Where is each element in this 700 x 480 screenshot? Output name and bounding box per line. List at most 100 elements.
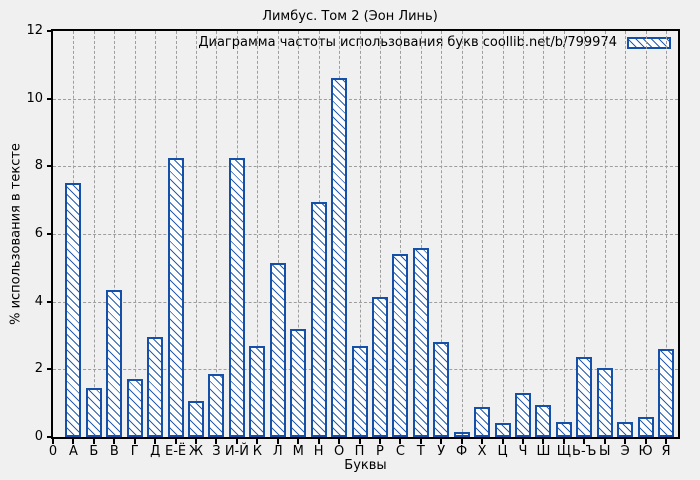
bar-Ч [515,393,531,437]
x-gridline [114,31,116,437]
x-tick-mark [215,439,218,444]
y-tick-label: 12 [26,23,43,38]
x-tick-mark [542,439,545,444]
x-tick-mark [440,439,443,444]
bar-Г [127,379,143,437]
x-gridline [625,31,627,437]
y-tick-label: 0 [34,429,43,444]
y-tick-mark [47,165,52,168]
plot-area: Диаграмма частоты использования букв coo… [26,23,680,459]
x-gridline [93,31,95,437]
x-gridline [584,31,586,437]
x-tick-label: О [333,444,345,459]
x-tick-mark [92,439,95,444]
y-gridline [53,98,678,100]
x-tick-label: Е-Ё [165,444,187,459]
x-tick-label: Г [130,444,139,459]
x-gridline [359,31,361,437]
x-tick-mark [338,439,341,444]
x-gridline [543,31,545,437]
legend: Диаграмма частоты использования букв coo… [198,35,671,50]
x-tick-label: Э [620,444,630,459]
x-tick-mark [665,439,667,444]
y-tick-mark [47,97,52,100]
bar-Н [311,202,327,437]
y-gridline [53,166,678,168]
y-tick-label: 6 [34,226,43,241]
x-tick-mark [583,439,586,444]
x-tick-label: Ы [598,444,611,459]
x-tick-label: Х [477,444,487,459]
bar-У [433,342,449,437]
x-tick-label: Ч [518,444,528,459]
x-tick-mark [195,439,198,444]
x-tick-label: В [109,444,119,459]
x-tick-mark [72,439,75,444]
bar-Т [413,248,429,437]
x-gridline [155,31,157,437]
x-tick-mark [256,439,259,444]
y-tick-mark [47,300,52,303]
x-gridline [441,31,443,437]
x-gridline [482,31,484,437]
x-gridline [298,31,300,437]
bar-З [208,374,224,437]
x-gridline [645,31,647,437]
x-tick-mark [52,439,54,444]
x-tick-mark [481,439,484,444]
x-tick-label: З [212,444,221,459]
y-gridline [53,301,678,303]
x-gridline [522,31,524,437]
x-tick-label: Ф [456,444,468,459]
x-gridline [134,31,136,437]
x-gridline [461,31,463,437]
x-tick-label: У [437,444,446,459]
x-tick-label: Ж [189,444,204,459]
x-tick-mark [378,439,381,444]
x-tick-label: Ю [638,444,653,459]
x-tick-label: Д [150,444,161,459]
x-tick-mark [133,439,136,444]
x-tick-label: С [395,444,405,459]
x-axis-label: Буквы [344,458,387,473]
x-tick-label: К [252,444,262,459]
x-tick-mark [235,439,238,444]
bar-Ы [597,368,613,437]
bar-Ж [188,401,204,437]
bar-Ь-Ъ [576,357,592,437]
x-tick-label: Л [272,444,283,459]
x-tick-mark [562,439,565,444]
x-tick-mark [501,439,504,444]
bar-О [331,78,347,437]
bar-Р [372,297,388,437]
legend-label: Диаграмма частоты использования букв coo… [198,35,617,50]
x-tick-mark [174,439,177,444]
x-tick-mark [603,439,606,444]
bar-А [65,183,81,437]
x-tick-label: А [68,444,78,459]
x-gridline [502,31,504,437]
x-tick-mark [276,439,279,444]
y-tick-label: 2 [34,361,43,377]
x-gridline [277,31,279,437]
bar-Я [658,349,674,437]
bar-Х [474,407,490,437]
bar-В [106,290,122,437]
x-tick-mark [644,439,647,444]
y-tick-label: 4 [34,293,43,309]
x-tick-label: Н [313,444,324,459]
x-tick-label: П [354,444,365,459]
x-tick-label: Т [416,444,425,459]
bar-Ф [454,432,470,437]
bar-Е-Ё [168,158,184,437]
x-gridline [604,31,606,437]
x-gridline [420,31,422,437]
chart-title: Лимбус. Том 2 (Эон Линь) [262,9,438,24]
legend-hatch-swatch-icon [627,36,671,49]
bar-Ц [495,423,511,437]
x-tick-label: Щ [556,444,571,459]
x-tick-mark [460,439,463,444]
x-tick-mark [113,439,116,444]
x-tick-mark [317,439,320,444]
